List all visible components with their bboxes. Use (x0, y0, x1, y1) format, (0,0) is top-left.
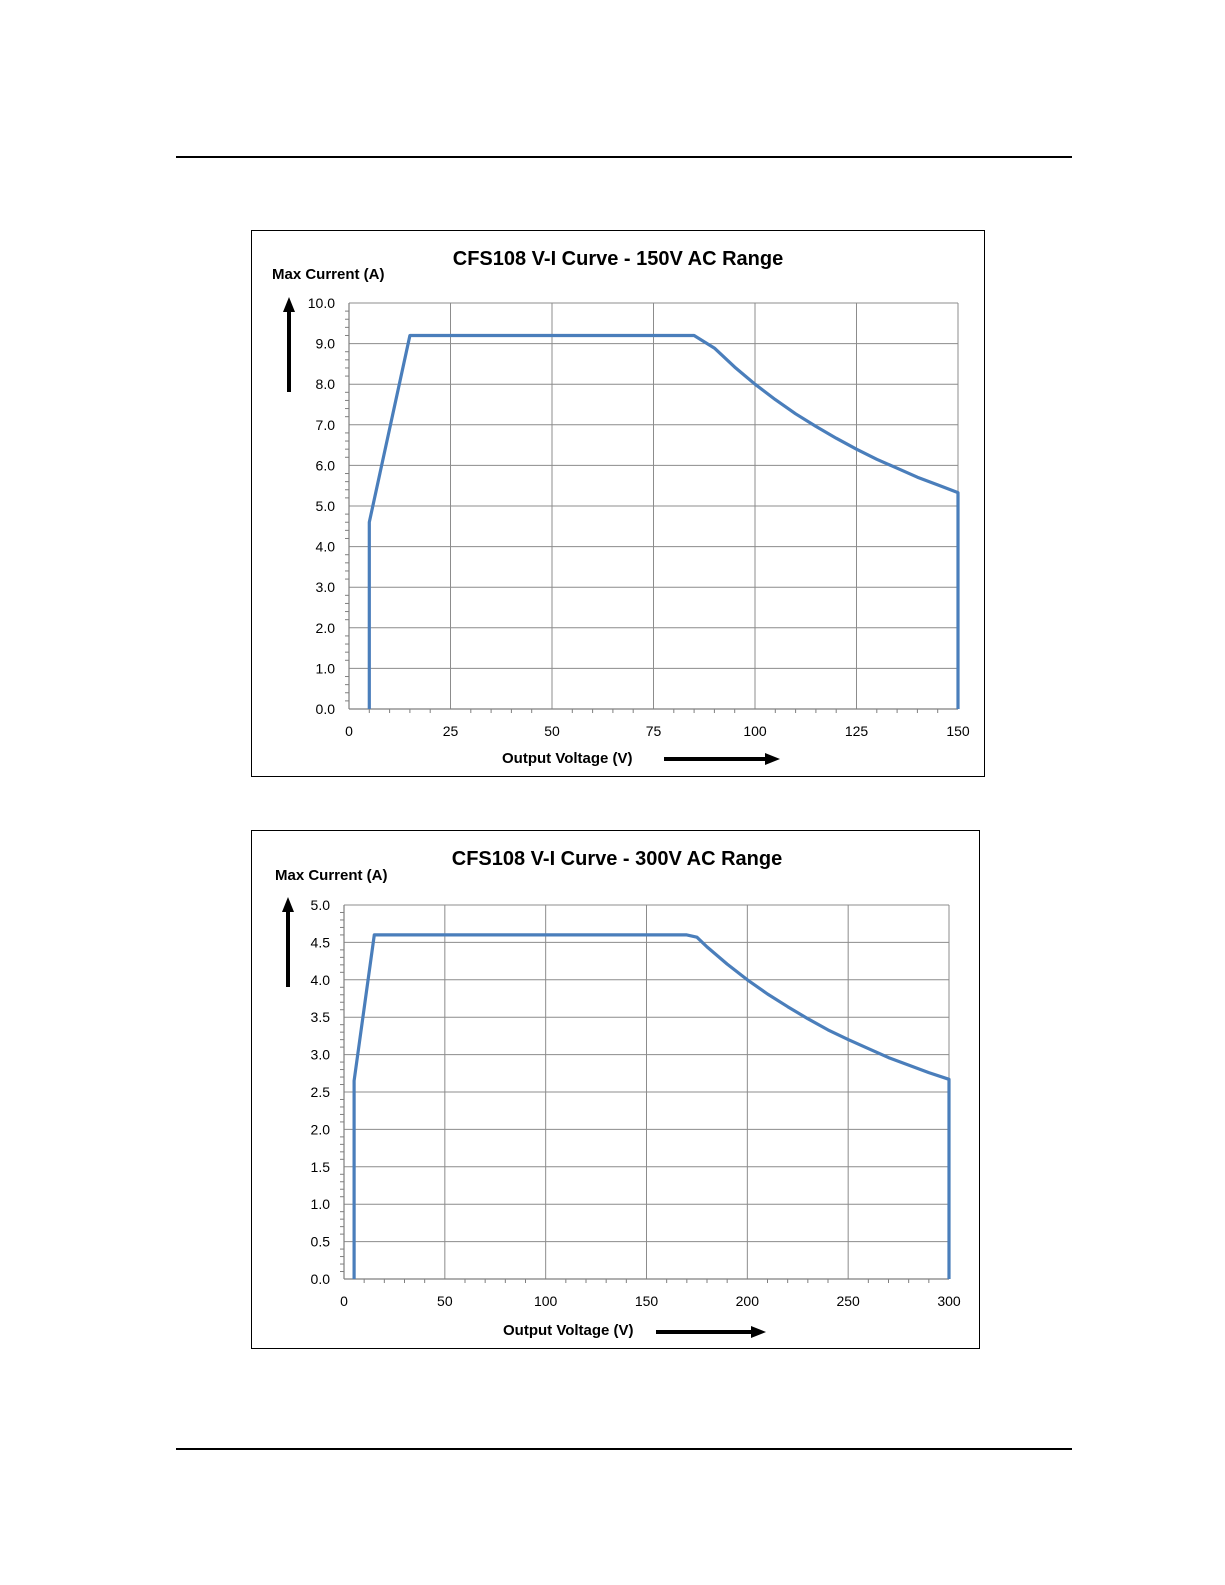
up-arrow-icon (282, 897, 294, 987)
y-tick-label: 0.0 (316, 701, 336, 717)
up-arrow-icon (283, 297, 295, 392)
x-axis-label: Output Voltage (V) (503, 1322, 634, 1339)
y-tick-label: 3.0 (316, 579, 336, 595)
header-rule (176, 156, 1072, 158)
right-arrow-icon (656, 1326, 766, 1338)
y-tick-label: 2.0 (316, 620, 336, 636)
right-arrow-icon (664, 753, 780, 765)
y-tick-label: 4.0 (316, 539, 336, 555)
x-tick-label: 250 (836, 1293, 860, 1309)
vi-curve-line (367, 333, 960, 709)
y-tick-label: 3.0 (311, 1047, 331, 1063)
x-tick-label: 150 (946, 723, 970, 739)
y-tick-label: 8.0 (316, 376, 336, 392)
y-tick-label: 3.5 (311, 1009, 331, 1025)
x-tick-label: 50 (437, 1293, 453, 1309)
x-tick-label: 0 (340, 1293, 348, 1309)
y-tick-label: 4.5 (311, 934, 331, 950)
vi-curve-line (352, 933, 951, 1279)
footer-rule (176, 1448, 1072, 1450)
y-tick-label: 5.0 (311, 897, 331, 913)
y-tick-label: 1.0 (316, 660, 336, 676)
y-tick-label: 0.0 (311, 1271, 331, 1287)
y-tick-label: 1.5 (311, 1159, 331, 1175)
y-tick-label: 7.0 (316, 417, 336, 433)
x-tick-label: 100 (534, 1293, 558, 1309)
y-axis-label: Max Current (A) (272, 266, 385, 283)
chart-150v-container: CFS108 V-I Curve - 150V AC Range Max Cur… (251, 230, 985, 777)
y-tick-label: 0.5 (311, 1234, 331, 1250)
x-tick-label: 300 (937, 1293, 961, 1309)
y-axis-label: Max Current (A) (275, 867, 388, 884)
x-tick-label: 150 (635, 1293, 659, 1309)
chart-300v: CFS108 V-I Curve - 300V AC Range Max Cur… (275, 848, 961, 1339)
x-axis-label: Output Voltage (V) (502, 750, 633, 767)
chart-300v-container: CFS108 V-I Curve - 300V AC Range Max Cur… (251, 830, 980, 1349)
y-tick-label: 5.0 (316, 498, 336, 514)
x-tick-label: 75 (646, 723, 662, 739)
y-tick-label: 2.0 (311, 1121, 331, 1137)
x-tick-label: 125 (845, 723, 869, 739)
x-tick-label: 200 (736, 1293, 760, 1309)
y-tick-label: 4.0 (311, 972, 331, 988)
y-tick-label: 9.0 (316, 336, 336, 352)
chart-title: CFS108 V-I Curve - 150V AC Range (453, 248, 784, 270)
x-tick-label: 50 (544, 723, 560, 739)
x-tick-label: 0 (345, 723, 353, 739)
chart-150v: CFS108 V-I Curve - 150V AC Range Max Cur… (272, 248, 970, 767)
y-tick-label: 10.0 (308, 295, 335, 311)
x-tick-label: 100 (743, 723, 767, 739)
x-tick-label: 25 (443, 723, 459, 739)
y-tick-label: 6.0 (316, 457, 336, 473)
chart-title: CFS108 V-I Curve - 300V AC Range (452, 848, 783, 870)
y-tick-label: 1.0 (311, 1196, 331, 1212)
y-tick-label: 2.5 (311, 1084, 331, 1100)
